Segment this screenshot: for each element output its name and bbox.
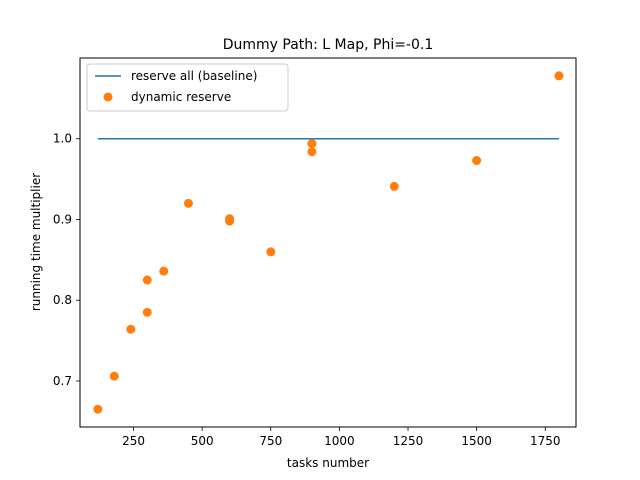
dynamic-reserve-point <box>109 371 119 381</box>
x-tick-label: 250 <box>122 434 145 448</box>
dynamic-reserve-point <box>142 275 152 285</box>
chart-title: Dummy Path: L Map, Phi=-0.1 <box>223 37 434 53</box>
x-tick-label: 1750 <box>530 434 561 448</box>
x-tick-label: 1500 <box>461 434 492 448</box>
dynamic-reserve-point <box>126 324 136 334</box>
legend: reserve all (baseline) dynamic reserve <box>86 63 289 112</box>
plot-area <box>93 71 564 414</box>
legend-label-dynamic: dynamic reserve <box>131 90 231 104</box>
y-axis: 0.7 0.8 0.9 1.0 <box>53 132 80 388</box>
x-tick-label: 500 <box>191 434 214 448</box>
x-tick-label: 1250 <box>393 434 424 448</box>
dynamic-reserve-point <box>142 307 152 317</box>
dynamic-reserve-point <box>307 147 317 157</box>
dynamic-reserve-point <box>307 139 317 149</box>
axes-frame <box>79 57 577 428</box>
y-axis-label: running time multiplier <box>29 173 43 311</box>
x-tick-label: 1000 <box>324 434 355 448</box>
y-tick-label: 0.9 <box>53 212 72 226</box>
dynamic-reserve-point <box>389 181 399 191</box>
dynamic-reserve-point <box>183 198 193 208</box>
dynamic-reserve-point <box>472 156 482 166</box>
x-axis: 250 500 750 1000 1250 1500 1750 <box>122 427 561 448</box>
dynamic-reserve-point <box>554 71 564 81</box>
dynamic-reserve-point <box>93 404 103 414</box>
y-tick-label: 0.8 <box>53 293 72 307</box>
y-tick-label: 0.7 <box>53 374 72 388</box>
x-axis-label: tasks number <box>287 456 369 470</box>
y-tick-label: 1.0 <box>53 132 72 146</box>
legend-label-baseline: reserve all (baseline) <box>131 69 257 83</box>
x-tick-label: 750 <box>259 434 282 448</box>
dynamic-reserve-point <box>225 214 235 224</box>
legend-box <box>86 63 289 112</box>
dynamic-reserve-point <box>159 266 169 276</box>
dynamic-reserve-point <box>266 247 276 257</box>
legend-point-marker <box>103 92 113 102</box>
